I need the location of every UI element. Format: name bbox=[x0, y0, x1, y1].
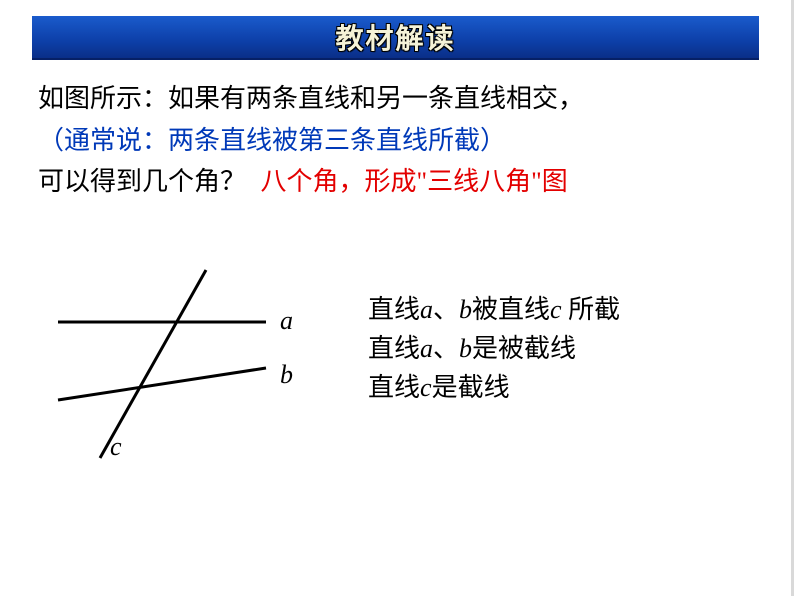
line-c bbox=[100, 270, 206, 458]
title-bar: 教材解读 bbox=[32, 16, 759, 60]
label-c: c bbox=[110, 432, 122, 462]
explain-line-2: 直线a、b是被截线 bbox=[368, 329, 620, 368]
diagram-svg bbox=[48, 260, 308, 470]
intro-line-2: （通常说：两条直线被第三条直线所截） bbox=[38, 120, 753, 162]
label-a: a bbox=[280, 306, 293, 336]
explanation-text: 直线a、b被直线c 所截 直线a、b是被截线 直线c是截线 bbox=[368, 260, 620, 407]
line-b bbox=[58, 368, 266, 400]
explain-line-1: 直线a、b被直线c 所截 bbox=[368, 290, 620, 329]
intro-line-3: 可以得到几个角？ 八个角，形成"三线八角"图 bbox=[38, 161, 753, 203]
explain-line-3: 直线c是截线 bbox=[368, 368, 620, 407]
answer-text: 八个角，形成"三线八角"图 bbox=[261, 167, 568, 196]
slide-title: 教材解读 bbox=[335, 17, 455, 57]
lines-diagram: a b c bbox=[48, 260, 308, 470]
body-row: a b c 直线a、b被直线c 所截 直线a、b是被截线 直线c是截线 bbox=[48, 260, 751, 470]
intro-line-1: 如图所示：如果有两条直线和另一条直线相交， bbox=[38, 78, 753, 120]
content-area: 如图所示：如果有两条直线和另一条直线相交， （通常说：两条直线被第三条直线所截）… bbox=[38, 78, 753, 203]
label-b: b bbox=[280, 360, 293, 390]
slide: 教材解读 如图所示：如果有两条直线和另一条直线相交， （通常说：两条直线被第三条… bbox=[0, 0, 794, 596]
question-text: 可以得到几个角？ bbox=[38, 167, 246, 196]
